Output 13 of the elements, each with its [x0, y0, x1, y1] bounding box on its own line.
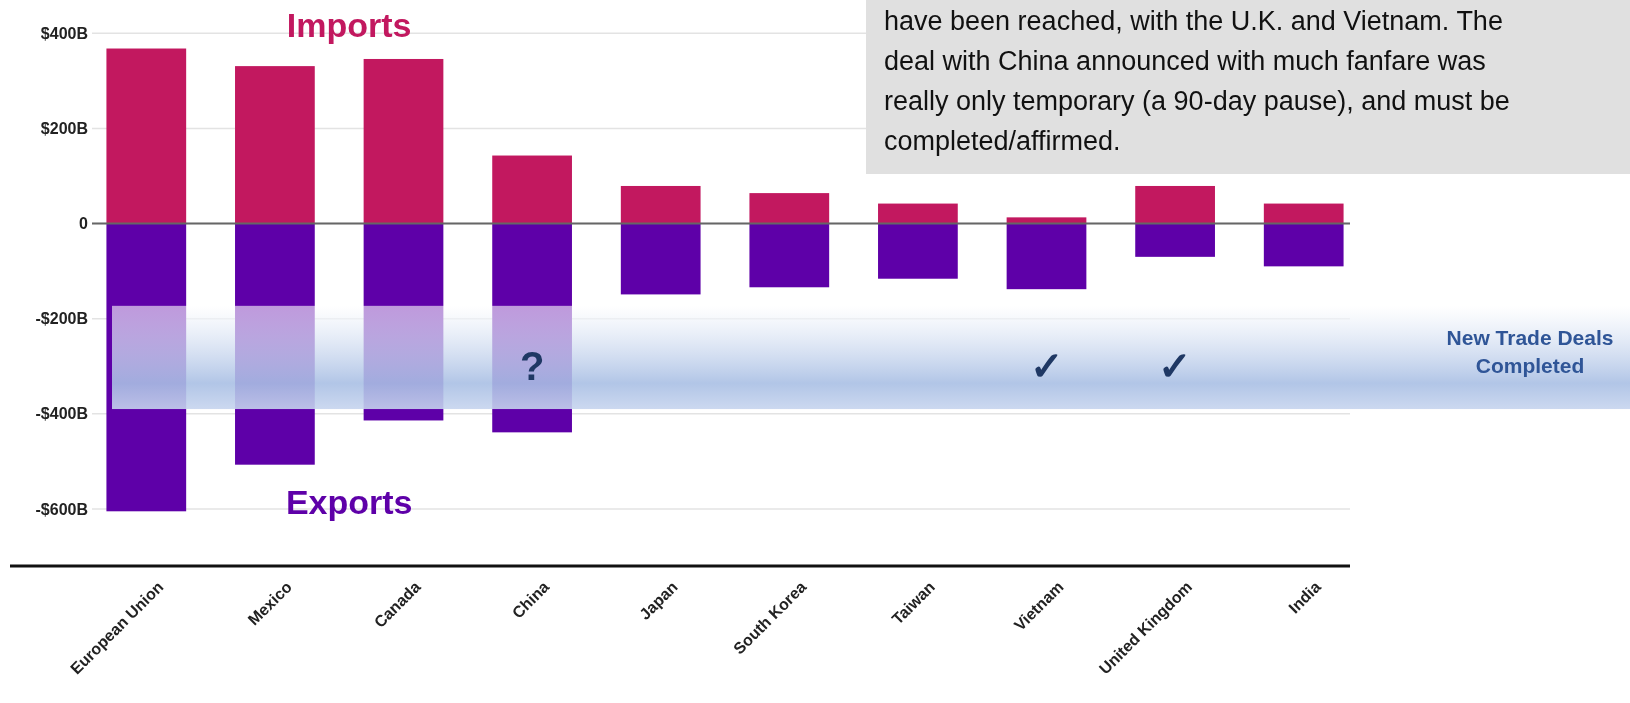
series-label: Exports [285, 483, 413, 521]
annotation: ✓ [1029, 344, 1064, 389]
y-tick-label: $400B [40, 24, 88, 42]
y-tick-label: -$400B [35, 405, 88, 423]
annotation: have been reached, with the U.K. and Vietnam. The deal with China announced with much fanfare was really only temporary (a 90-day pause), and must be completed/affirmed. [884, 6, 1510, 156]
annotation: ✓ [1158, 344, 1193, 389]
y-tick-label: -$200B [35, 310, 88, 328]
annotation: ? [519, 344, 545, 389]
y-tick-label: $200B [40, 120, 88, 138]
band-label: New Trade Deals Completed [1446, 326, 1614, 378]
y-tick-label: -$600B [35, 500, 88, 518]
y-tick-label: 0 [79, 215, 89, 233]
series-label: Imports [286, 6, 412, 44]
